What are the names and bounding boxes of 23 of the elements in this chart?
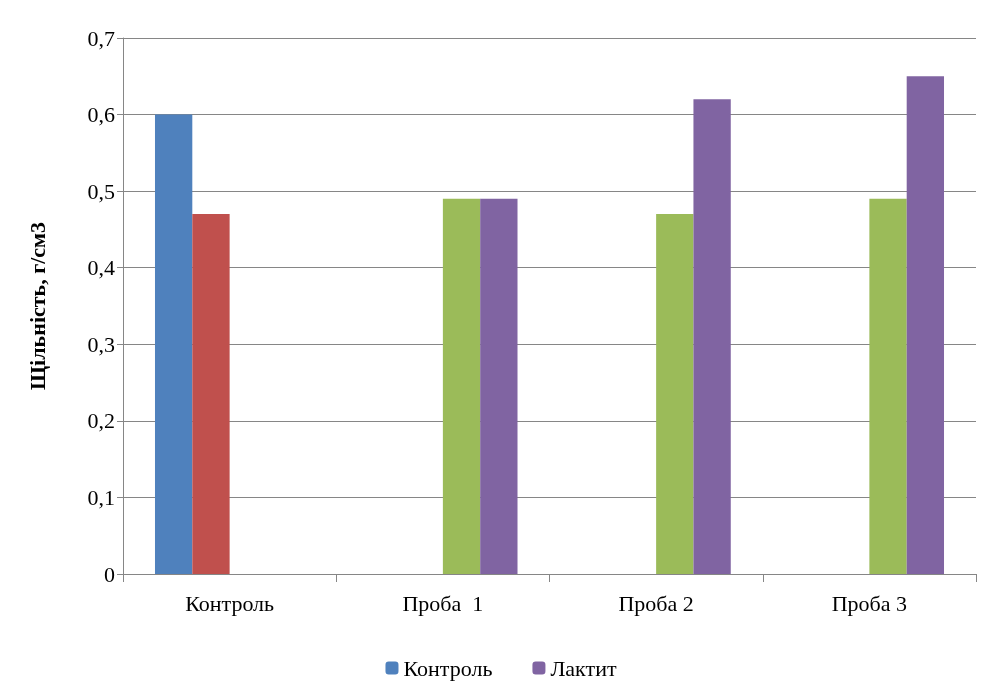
y-tick-label: 0,4 — [87, 255, 115, 281]
y-axis-title: Щільність, г/см3 — [24, 221, 50, 391]
bar — [906, 76, 945, 574]
y-tick-label: 0,7 — [87, 25, 115, 51]
y-tick-label: 0,2 — [87, 408, 115, 434]
bar — [693, 99, 731, 574]
x-tick-label: Проба 1 — [402, 590, 484, 616]
bar — [192, 214, 230, 574]
legend-label: Лактит — [550, 655, 617, 681]
bar — [442, 198, 481, 574]
bar — [869, 198, 907, 574]
x-tick-label: Проба 2 — [618, 590, 694, 616]
x-tick-label: Контроль — [185, 590, 275, 616]
legend-label: Контроль — [403, 655, 493, 681]
y-tick-label: 0,5 — [87, 178, 115, 204]
y-tick-label: 0 — [104, 561, 115, 587]
x-tick-label: Проба 3 — [831, 590, 908, 616]
y-tick-label: 0,6 — [87, 102, 115, 128]
y-tick-label: 0,1 — [87, 484, 115, 510]
bar — [480, 198, 518, 574]
bar — [154, 114, 193, 574]
bar — [656, 214, 694, 574]
y-tick-label: 0,3 — [87, 331, 115, 357]
